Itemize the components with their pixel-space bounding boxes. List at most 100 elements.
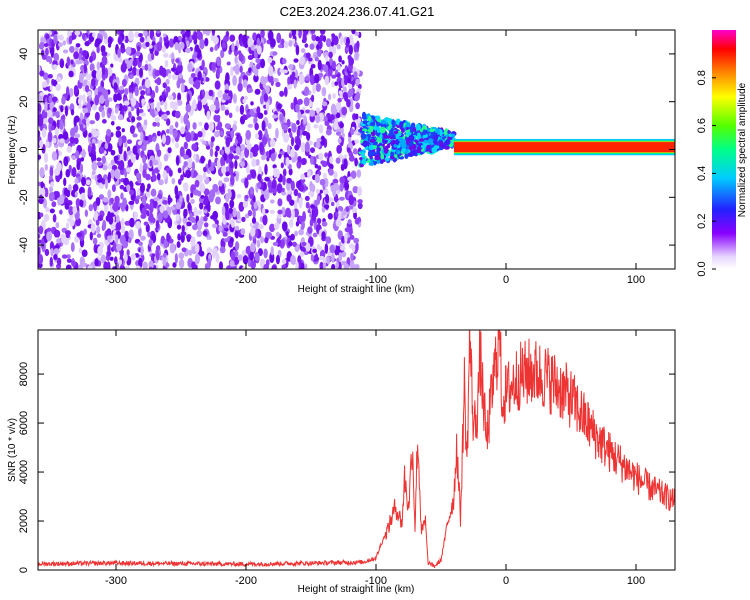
heatmap-cell [55, 83, 61, 91]
heatmap-cell [273, 78, 279, 83]
heatmap-cell [271, 148, 276, 154]
heatmap-cell [121, 78, 127, 87]
heatmap-cell [337, 210, 342, 221]
heatmap-cell [220, 49, 225, 59]
heatmap-cell [68, 205, 74, 216]
heatmap-cell [112, 201, 119, 212]
heatmap-cell [201, 59, 205, 69]
heatmap-cell [59, 138, 65, 144]
heatmap-cell [206, 145, 211, 150]
heatmap-cell [158, 179, 164, 186]
heatmap-cell [333, 120, 339, 131]
heatmap-cell [176, 241, 181, 248]
heatmap-cell [352, 66, 357, 73]
heatmap-cell [211, 30, 216, 36]
heatmap-cell [215, 145, 220, 152]
heatmap-cell [386, 142, 391, 149]
heatmap-cell [339, 196, 345, 201]
heatmap-cell [149, 201, 154, 212]
heatmap-cell [276, 183, 283, 194]
heatmap-cell [444, 129, 448, 135]
heatmap-cell [190, 198, 195, 204]
heatmap-cell [335, 211, 339, 218]
heatmap-cell [186, 221, 192, 227]
heatmap-cell [138, 102, 142, 108]
heatmap-cell [134, 86, 139, 97]
heatmap-cell [168, 38, 175, 48]
heatmap-cell [66, 254, 71, 259]
heatmap-cell [361, 151, 366, 159]
heatmap-cell [304, 86, 310, 97]
heatmap-cell [319, 34, 324, 40]
heatmap-cell [275, 81, 281, 88]
heatmap-cell [254, 251, 260, 262]
heatmap-cell [143, 163, 148, 171]
heatmap-cell [76, 161, 81, 171]
heatmap-cell [150, 102, 155, 110]
heatmap-cell [418, 138, 425, 142]
heatmap-cell [123, 150, 127, 162]
heatmap-cell [338, 55, 342, 63]
heatmap-cell [200, 194, 205, 200]
heatmap-cell [175, 201, 182, 210]
heatmap-cell [177, 178, 182, 185]
heatmap-cell [332, 93, 336, 99]
heatmap-cell [109, 197, 114, 204]
heatmap-cell [116, 243, 122, 252]
heatmap-cell [148, 266, 153, 269]
heatmap-cell [82, 50, 88, 58]
heatmap-cell [226, 61, 231, 66]
snr-ytick-label: 0 [18, 567, 30, 573]
colorbar-tick-label: 0.0 [696, 261, 708, 276]
heatmap-cell [254, 88, 261, 95]
heatmap-cell [70, 59, 74, 65]
heatmap-cell [124, 58, 129, 64]
heatmap-cell [115, 130, 122, 138]
heatmap-cell [286, 177, 292, 184]
heatmap-cell [106, 128, 112, 137]
heatmap-cell [137, 178, 142, 184]
heatmap-cell [342, 86, 347, 92]
heatmap-cell [341, 132, 345, 138]
heatmap-cell [431, 147, 437, 154]
heatmap-cell [303, 31, 308, 36]
heatmap-cell [282, 58, 287, 65]
heatmap-cell [154, 69, 161, 77]
heatmap-cell [346, 99, 351, 108]
heatmap-cell [338, 90, 343, 95]
heatmap-cell [301, 220, 305, 230]
heatmap-cell [335, 261, 339, 269]
heatmap-cell [265, 101, 270, 112]
heatmap-cell [256, 181, 262, 189]
heatmap-cell [49, 84, 53, 91]
spectrogram-xtick-label: -100 [365, 274, 387, 286]
heatmap-cell [320, 135, 326, 146]
heatmap-cell [89, 231, 93, 241]
heatmap-cell [182, 154, 189, 160]
heatmap-cell [275, 231, 280, 238]
heatmap-cell [48, 175, 53, 180]
heatmap-cell [97, 214, 104, 222]
heatmap-cell [223, 238, 229, 243]
heatmap-cell [233, 155, 240, 160]
heatmap-cell [92, 202, 97, 209]
heatmap-cell [159, 65, 164, 76]
heatmap-cell [382, 139, 389, 143]
heatmap-cell [124, 142, 128, 148]
heatmap-cell [222, 92, 229, 101]
heatmap-cell [60, 105, 64, 113]
heatmap-cell [309, 147, 316, 154]
heatmap-cell [348, 194, 355, 206]
heatmap-cell [140, 90, 146, 96]
heatmap-cell [110, 120, 115, 126]
heatmap-cell [282, 124, 289, 131]
heatmap-cell [214, 150, 218, 158]
heatmap-cell [230, 251, 236, 261]
heatmap-cell [343, 158, 348, 170]
heatmap-cell [99, 94, 105, 104]
heatmap-cell [100, 254, 107, 264]
heatmap-cell [191, 143, 198, 151]
heatmap-cell [161, 114, 165, 120]
heatmap-cell [208, 89, 214, 97]
